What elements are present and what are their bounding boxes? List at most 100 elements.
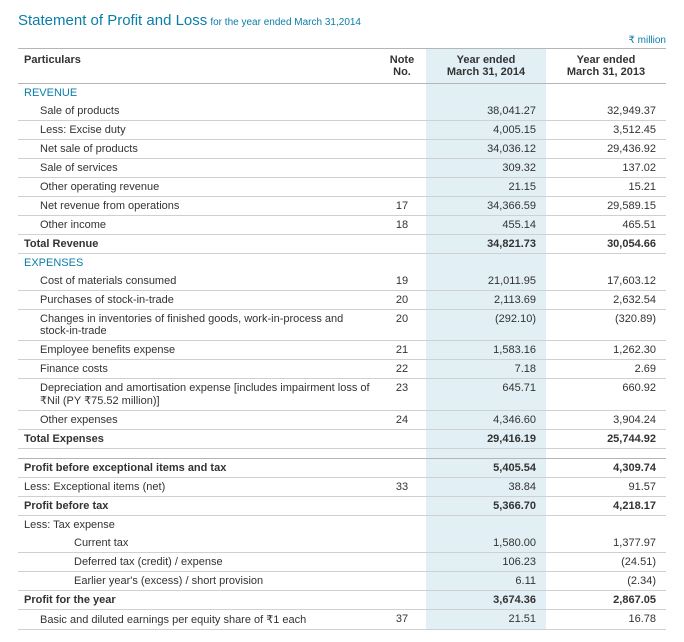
row-label: Net revenue from operations [18, 197, 378, 216]
table-row: Profit before tax 5,366.704,218.17 [18, 497, 666, 516]
table-row: Earlier year's (excess) / short provisio… [18, 572, 666, 591]
row-note [378, 572, 426, 591]
table-row: Cost of materials consumed1921,011.9517,… [18, 272, 666, 291]
row-note [378, 159, 426, 178]
col-note-l1: Note [384, 54, 420, 66]
table-row: Employee benefits expense211,583.161,262… [18, 341, 666, 360]
row-amount-2014: 34,366.59 [426, 197, 546, 216]
row-note: 17 [378, 197, 426, 216]
row-amount-2014: 34,036.12 [426, 140, 546, 159]
row-amount-2014: 4,346.60 [426, 411, 546, 430]
row-note: 23 [378, 379, 426, 411]
row-amount-2014: 7.18 [426, 360, 546, 379]
table-row: Net revenue from operations1734,366.5929… [18, 197, 666, 216]
row-label: Cost of materials consumed [18, 272, 378, 291]
row-label: Other income [18, 216, 378, 235]
row-note [378, 459, 426, 478]
row-label: Net sale of products [18, 140, 378, 159]
row-amount-2014: 3,674.36 [426, 591, 546, 610]
row-amount-2014: 455.14 [426, 216, 546, 235]
row-amount-2013: 465.51 [546, 216, 666, 235]
row-label: Profit for the year [18, 591, 378, 610]
row-note: 37 [378, 610, 426, 630]
row-amount-2014: 21,011.95 [426, 272, 546, 291]
row-amount-2013: (320.89) [546, 310, 666, 341]
row-amount-2013: 30,054.66 [546, 235, 666, 254]
row-label: Less: Excise duty [18, 121, 378, 140]
row-label: Less: Tax expense [18, 516, 378, 535]
table-row: Profit for the year3,674.362,867.05 [18, 591, 666, 610]
row-amount-2013 [546, 516, 666, 535]
row-amount-2013: 1,377.97 [546, 534, 666, 553]
row-label: Changes in inventories of finished goods… [18, 310, 378, 341]
table-row: Sale of services309.32137.02 [18, 159, 666, 178]
row-label: Profit before exceptional items and tax [18, 459, 378, 478]
row-note [378, 534, 426, 553]
row-amount-2013: 3,512.45 [546, 121, 666, 140]
table-row: Less: Tax expense [18, 516, 666, 535]
row-note [378, 84, 426, 103]
row-amount-2014: 38.84 [426, 478, 546, 497]
row-amount-2014: 5,366.70 [426, 497, 546, 516]
col-particulars: Particulars [18, 49, 378, 84]
row-note [378, 254, 426, 273]
row-note [378, 497, 426, 516]
row-note: 21 [378, 341, 426, 360]
row-note: 24 [378, 411, 426, 430]
row-label [18, 449, 378, 459]
pl-table: Particulars Note No. Year ended March 31… [18, 48, 666, 630]
col-2014-l1: Year ended [432, 54, 540, 66]
row-label: Total Expenses [18, 430, 378, 449]
row-note [378, 553, 426, 572]
row-amount-2013: 4,218.17 [546, 497, 666, 516]
row-label: Sale of services [18, 159, 378, 178]
row-label: Finance costs [18, 360, 378, 379]
row-label: Other operating revenue [18, 178, 378, 197]
row-label: Employee benefits expense [18, 341, 378, 360]
row-note: 20 [378, 310, 426, 341]
row-note: 19 [378, 272, 426, 291]
row-amount-2014: 106.23 [426, 553, 546, 572]
title-sub: for the year ended March 31,2014 [210, 17, 361, 28]
table-row: Deferred tax (credit) / expense106.23(24… [18, 553, 666, 572]
row-amount-2013: 29,589.15 [546, 197, 666, 216]
row-amount-2014: 2,113.69 [426, 291, 546, 310]
row-amount-2014: 21.51 [426, 610, 546, 630]
col-year-2014: Year ended March 31, 2014 [426, 49, 546, 84]
table-row: Current tax1,580.001,377.97 [18, 534, 666, 553]
row-label: EXPENSES [18, 254, 378, 273]
row-amount-2013: (2.34) [546, 572, 666, 591]
row-note: 18 [378, 216, 426, 235]
table-row: Finance costs227.182.69 [18, 360, 666, 379]
row-note [378, 591, 426, 610]
row-note [378, 102, 426, 121]
row-amount-2013: 16.78 [546, 610, 666, 630]
row-amount-2013: 660.92 [546, 379, 666, 411]
row-amount-2013: 2,632.54 [546, 291, 666, 310]
row-label: Other expenses [18, 411, 378, 430]
col-2013-l2: March 31, 2013 [552, 66, 660, 78]
table-row [18, 449, 666, 459]
row-amount-2013: 15.21 [546, 178, 666, 197]
table-row: Changes in inventories of finished goods… [18, 310, 666, 341]
row-amount-2013 [546, 254, 666, 273]
table-row: Total Expenses29,416.1925,744.92 [18, 430, 666, 449]
table-row: Total Revenue34,821.7330,054.66 [18, 235, 666, 254]
row-label: Profit before tax [18, 497, 378, 516]
row-amount-2014: 1,580.00 [426, 534, 546, 553]
table-row: Basic and diluted earnings per equity sh… [18, 610, 666, 630]
row-label: Depreciation and amortisation expense [i… [18, 379, 378, 411]
row-amount-2014: 1,583.16 [426, 341, 546, 360]
row-amount-2014 [426, 516, 546, 535]
row-label: Deferred tax (credit) / expense [18, 553, 378, 572]
table-row: Other income18455.14465.51 [18, 216, 666, 235]
row-amount-2014: (292.10) [426, 310, 546, 341]
row-amount-2014: 21.15 [426, 178, 546, 197]
col-2013-l1: Year ended [552, 54, 660, 66]
row-amount-2013 [546, 449, 666, 459]
row-amount-2013: 2.69 [546, 360, 666, 379]
row-note: 20 [378, 291, 426, 310]
row-amount-2014 [426, 449, 546, 459]
row-amount-2013: 25,744.92 [546, 430, 666, 449]
table-row: Less: Exceptional items (net)3338.8491.5… [18, 478, 666, 497]
